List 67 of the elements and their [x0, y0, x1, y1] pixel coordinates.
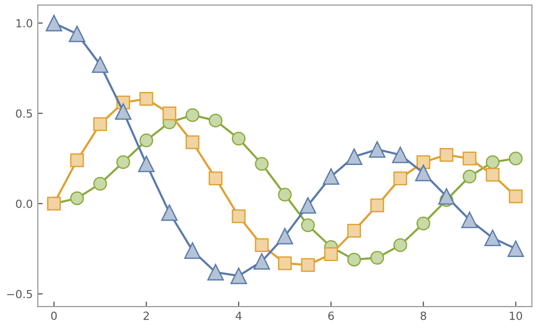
point — [92, 56, 108, 73]
point — [508, 152, 523, 166]
x-tick-label: 8 — [420, 312, 426, 320]
point — [278, 188, 292, 202]
point — [438, 188, 455, 205]
point — [207, 264, 224, 280]
point — [208, 171, 222, 186]
point — [462, 152, 476, 166]
y-tick-label: 0.5 — [16, 109, 32, 118]
point — [324, 247, 338, 262]
point — [368, 141, 386, 158]
point — [486, 155, 500, 169]
point — [393, 171, 408, 186]
point — [486, 168, 500, 182]
point — [393, 238, 408, 252]
point — [415, 164, 432, 182]
point — [370, 198, 384, 212]
point — [254, 157, 269, 171]
point — [184, 242, 201, 259]
point — [301, 218, 315, 232]
y-tick-label: 0.0 — [16, 200, 32, 208]
x-tick-label: 0 — [51, 312, 57, 320]
point — [346, 148, 362, 165]
point — [93, 117, 108, 132]
point — [70, 191, 84, 206]
point — [462, 170, 476, 184]
point — [116, 155, 130, 169]
point — [186, 108, 200, 122]
point — [508, 190, 523, 204]
point — [278, 256, 292, 270]
point — [162, 106, 176, 120]
point — [392, 146, 409, 164]
point — [232, 132, 246, 146]
point — [301, 258, 315, 272]
point — [93, 176, 108, 191]
point — [461, 212, 478, 228]
point — [186, 135, 200, 150]
x-tick-label: 2 — [144, 312, 149, 320]
point — [370, 250, 384, 265]
point — [68, 26, 86, 42]
point — [208, 114, 222, 128]
point — [138, 156, 155, 172]
point — [484, 230, 501, 246]
point — [347, 252, 361, 266]
point — [253, 253, 270, 270]
x-tick-label: 6 — [328, 312, 334, 320]
point — [70, 153, 84, 168]
point — [416, 216, 430, 230]
y-tick-label: 1.0 — [16, 19, 32, 28]
point — [230, 268, 247, 284]
point — [46, 14, 62, 32]
point — [139, 92, 154, 106]
y-tick-label: −0.5 — [7, 290, 32, 298]
point — [416, 155, 430, 169]
x-tick-label: 10 — [510, 312, 522, 320]
point — [322, 168, 340, 185]
point — [232, 209, 246, 224]
point — [347, 224, 361, 238]
point — [254, 238, 269, 252]
point — [300, 197, 316, 214]
point — [440, 148, 454, 162]
point — [161, 204, 178, 221]
point — [139, 134, 154, 148]
point — [276, 228, 294, 244]
point — [507, 240, 524, 258]
x-tick-label: 4 — [236, 312, 242, 320]
point — [114, 103, 132, 120]
